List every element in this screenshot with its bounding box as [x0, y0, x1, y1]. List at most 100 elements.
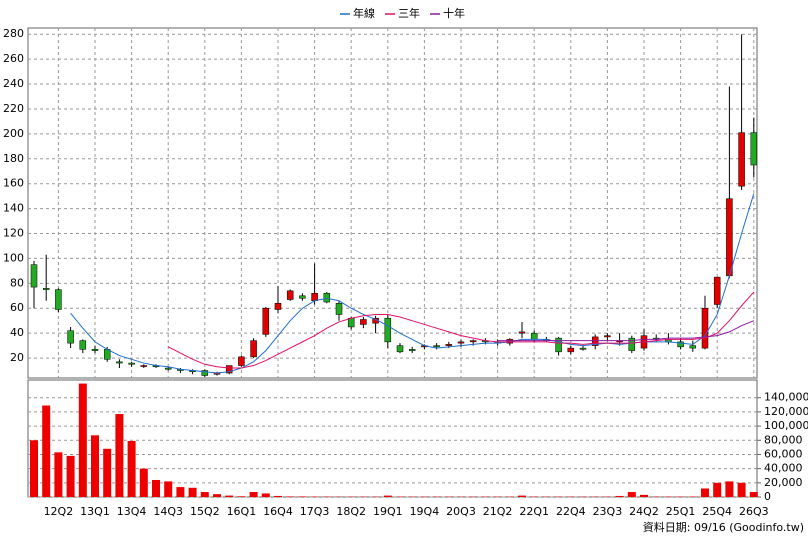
candle-body	[55, 289, 62, 310]
candle-body	[360, 319, 367, 325]
volume-bar	[225, 495, 234, 497]
candle-body	[396, 345, 404, 353]
volume-bar	[66, 455, 75, 497]
x-tick-label: 15Q2	[190, 505, 220, 518]
x-tick-label: 25Q4	[702, 505, 732, 518]
candle-body	[238, 356, 245, 366]
y-tick-label: 20	[10, 351, 24, 364]
candle-body	[713, 276, 721, 305]
candle-body	[250, 340, 257, 358]
x-tick-label: 16Q4	[263, 505, 293, 518]
x-tick-label: 23Q3	[593, 505, 623, 518]
volume-bar	[237, 496, 246, 497]
footer: 資料日期: 09/16 (Goodinfo.tw)	[643, 520, 804, 534]
candle-body	[518, 331, 526, 334]
candle-body	[384, 317, 392, 343]
candle-body	[299, 295, 306, 299]
candle-body	[750, 132, 758, 166]
y-tick-label: 140	[3, 202, 24, 215]
volume-bar	[42, 405, 51, 497]
x-tick-label: 18Q2	[336, 505, 366, 518]
x-tick-label: 21Q2	[483, 505, 513, 518]
y-tick-label: 80	[10, 276, 24, 289]
x-tick-label: 22Q4	[556, 505, 586, 518]
volume-bar	[286, 496, 295, 497]
volume-bar	[615, 495, 624, 497]
volume-bar	[213, 494, 221, 497]
volume-bar	[188, 487, 197, 497]
volume-bar	[298, 496, 307, 497]
candle-body	[689, 345, 697, 349]
candle-body	[91, 349, 99, 351]
candle-body	[116, 361, 123, 364]
volume-bar	[127, 440, 136, 497]
x-tick-label: 13Q4	[117, 505, 147, 518]
y2-tick-label: 40,000	[764, 462, 803, 475]
candle-body	[262, 307, 270, 335]
volume-bar	[91, 435, 99, 497]
volume-bar	[627, 492, 636, 497]
candle-body	[42, 288, 50, 290]
candle-body	[604, 335, 611, 338]
y-tick-label: 60	[10, 301, 24, 314]
candle-body	[591, 336, 599, 346]
volume-bar	[383, 495, 392, 497]
volume-bar	[249, 492, 258, 497]
y-tick-label: 260	[3, 52, 24, 65]
y2-tick-label: 120,000	[764, 405, 808, 418]
volume-bar	[713, 482, 722, 497]
x-tick-label: 25Q1	[666, 505, 696, 518]
candle-body	[67, 330, 74, 344]
y-tick-label: 280	[3, 27, 24, 40]
y-tick-label: 120	[3, 227, 24, 240]
volume-bar	[200, 492, 209, 497]
y-tick-label: 240	[3, 77, 24, 90]
x-tick-label: 16Q1	[227, 505, 257, 518]
volume-bar	[518, 495, 526, 497]
price-frame	[27, 27, 758, 379]
candle-body	[726, 198, 733, 277]
y2-tick-label: 80,000	[764, 433, 803, 446]
x-tick-label: 12Q2	[44, 505, 74, 518]
x-tick-label: 13Q1	[80, 505, 110, 518]
volume-frame	[27, 379, 758, 498]
volume-bar	[30, 440, 38, 497]
candle-body	[140, 365, 148, 367]
candle-body	[433, 345, 440, 348]
candle-body	[567, 347, 575, 353]
y-tick-label: 100	[3, 251, 24, 264]
volume-bar	[640, 494, 648, 497]
candle-body	[335, 303, 343, 315]
candle-body	[274, 303, 282, 310]
y2-tick-label: 20,000	[764, 476, 803, 489]
x-tick-label: 26Q3	[739, 505, 769, 518]
volume-bar	[737, 482, 746, 497]
volume-bar	[139, 468, 148, 497]
legend-label: 年線	[353, 6, 375, 20]
candle-body	[628, 337, 636, 351]
volume-bar	[749, 492, 758, 497]
volume-bar	[725, 481, 734, 497]
x-tick-label: 19Q1	[373, 505, 403, 518]
candle-body	[469, 340, 477, 343]
y-tick-label: 200	[3, 127, 24, 140]
legend-label: 三年	[398, 6, 420, 20]
volume-bar	[274, 495, 282, 497]
candle-body	[286, 290, 294, 300]
x-tick-label: 24Q2	[629, 505, 659, 518]
x-tick-label: 20Q3	[446, 505, 476, 518]
volume-bar	[164, 481, 173, 497]
candle-body	[225, 365, 233, 374]
y2-tick-label: 140,000	[764, 391, 808, 404]
candle-body	[128, 362, 135, 365]
x-tick-label: 17Q3	[300, 505, 330, 518]
candle-body	[579, 347, 587, 350]
candle-body	[201, 370, 209, 376]
candle-body	[79, 340, 87, 350]
candle-body	[738, 132, 745, 187]
candle-body	[701, 307, 709, 349]
y-tick-label: 40	[10, 326, 24, 339]
volume-bar	[701, 488, 709, 497]
